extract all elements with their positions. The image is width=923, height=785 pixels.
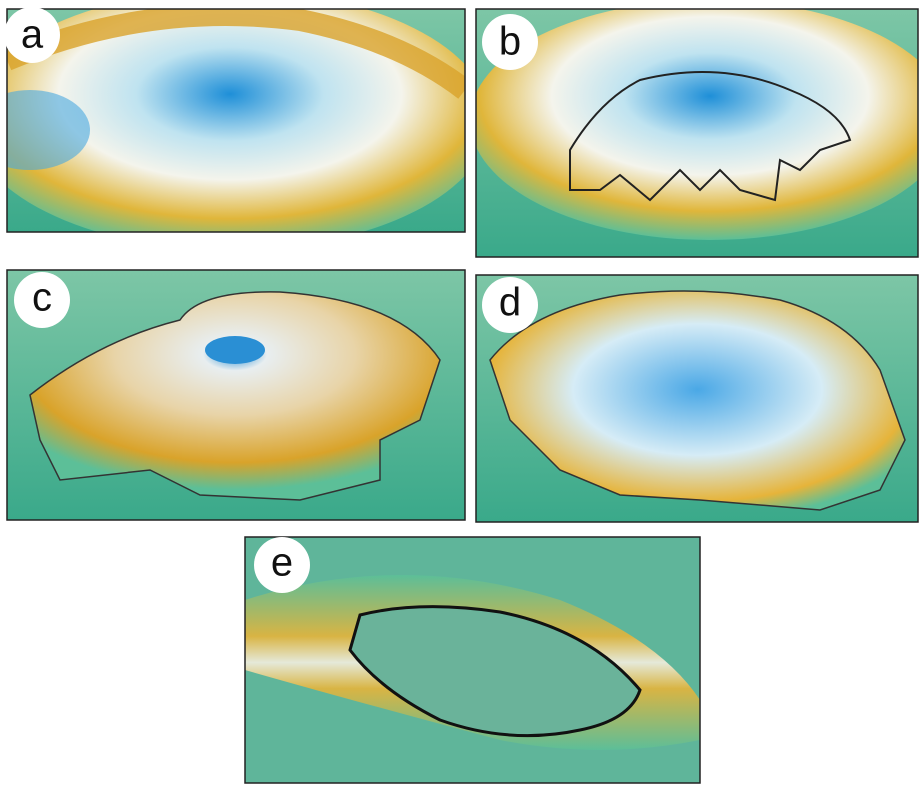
figure: a b c d e <box>0 0 923 785</box>
panel-d <box>476 275 918 522</box>
panel-label: b <box>499 20 521 64</box>
panel-label: d <box>499 281 521 325</box>
panel-a <box>0 0 490 250</box>
panel-label: e <box>271 541 293 585</box>
panel-b <box>470 0 923 257</box>
panel-label: c <box>32 276 52 320</box>
panel-label: a <box>21 13 44 57</box>
panel-c <box>7 270 465 520</box>
panel-e <box>245 537 700 783</box>
